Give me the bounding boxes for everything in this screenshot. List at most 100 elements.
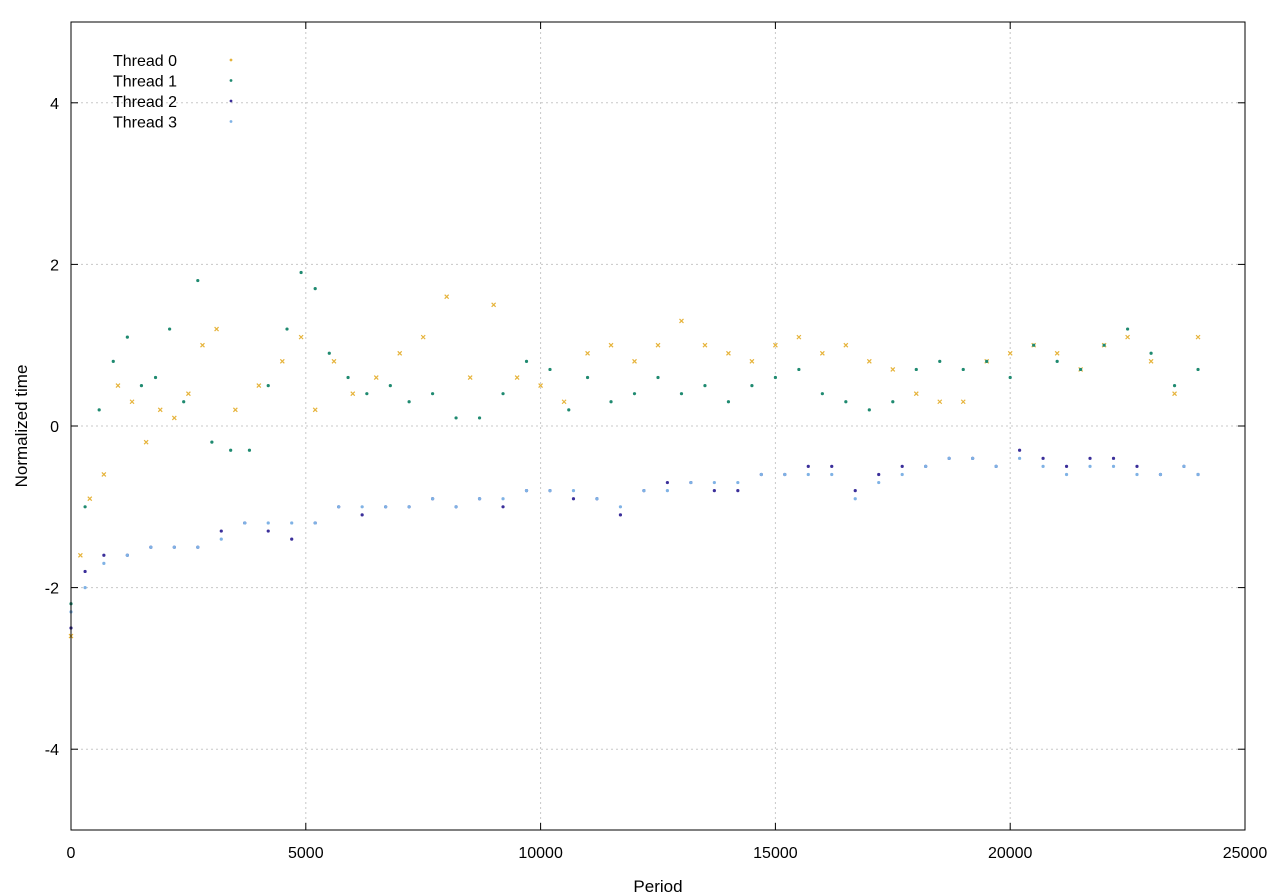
data-point [985,359,989,363]
data-point [365,392,369,396]
data-point [750,384,754,388]
data-point [83,569,87,574]
data-point [83,505,87,509]
data-point [571,497,576,501]
data-point [1032,343,1036,347]
data-point [736,480,740,485]
data-point [759,472,763,477]
data-point [256,383,262,389]
data-point [384,505,388,509]
data-point [77,552,83,558]
data-point [327,351,331,355]
y-tick-label: 2 [50,257,59,274]
data-point [749,358,755,364]
data-point [337,505,341,509]
data-point [844,400,848,404]
data-point [196,545,200,549]
data-point [185,391,191,397]
data-point [595,497,599,501]
data-point [960,399,966,405]
x-tick-label: 20000 [988,845,1033,862]
data-point [736,489,740,493]
data-point [820,392,824,396]
data-point [397,350,403,356]
data-point [938,359,942,363]
data-point [891,400,895,404]
data-point [454,505,458,509]
series-1 [69,270,1200,606]
data-point [373,375,379,380]
data-point [200,342,205,348]
data-point [467,375,473,380]
data-point [524,359,529,363]
data-point [149,545,153,549]
data-point [214,326,220,332]
data-point [454,416,458,420]
data-point [689,480,693,485]
data-point [1182,464,1186,468]
data-point [726,400,731,404]
data-point [219,529,223,533]
data-point [538,383,544,389]
data-point [772,342,778,348]
data-point [444,294,450,300]
data-point [266,529,270,533]
data-point [388,384,392,388]
data-point [111,359,115,363]
data-point [1196,367,1200,372]
axis-ticks: 0 5000 10000 15000 20000 25000 -4 -2 0 2 4 [45,22,1267,862]
data-point [971,456,975,460]
data-point [232,407,238,413]
data-point [703,384,707,388]
data-point [1196,472,1200,477]
data-point [1126,327,1130,331]
data-point [143,439,149,445]
data-point [1172,391,1177,397]
data-point [561,399,567,405]
series-2 [69,448,1200,630]
data-point [994,464,998,468]
data-point [430,497,435,501]
data-point [1007,350,1013,356]
data-point [679,392,684,396]
data-point [420,334,426,340]
data-point [299,270,303,275]
legend-marker [229,99,233,103]
data-point [867,408,871,412]
legend-label: Thread 1 [113,74,177,91]
legend-marker [229,120,233,123]
data-point [524,489,529,493]
data-point [514,375,520,380]
data-point [312,407,318,413]
data-point [313,287,317,291]
data-point [125,335,129,339]
y-tick-label: 4 [50,96,59,113]
data-point [642,489,646,493]
data-point [285,327,289,331]
data-point [430,392,435,396]
data-point [350,391,356,397]
legend-marker [229,58,233,62]
y-axis-title: Normalized time [12,365,31,488]
x-tick-label: 0 [67,845,76,862]
data-point [843,342,849,348]
data-point [172,545,176,549]
data-point [819,350,825,356]
data-point [830,464,834,468]
data-point [797,367,801,372]
data-point [477,416,482,420]
data-point [331,358,337,364]
data-point [913,391,919,397]
data-point [830,472,834,477]
data-point [914,367,918,372]
data-point [501,505,505,509]
data-point [501,392,505,396]
legend-label: Thread 2 [113,94,177,111]
data-point [585,350,590,356]
data-point [247,448,252,452]
x-tick-label: 10000 [518,845,563,862]
data-point [632,392,637,396]
data-point [196,278,200,283]
data-point [609,400,613,404]
